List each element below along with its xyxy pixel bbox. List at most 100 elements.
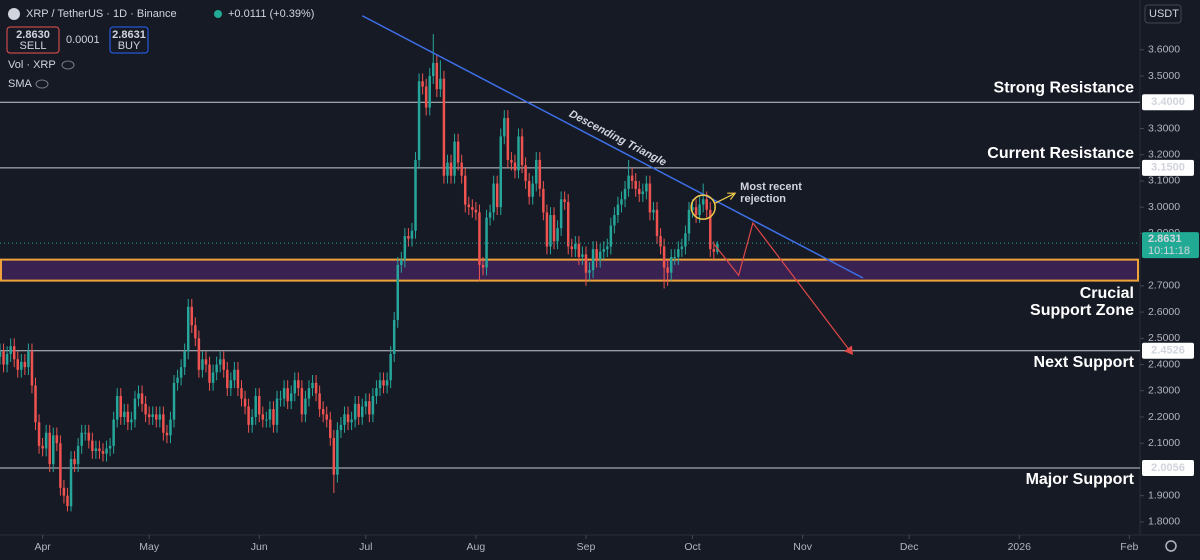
sell-label[interactable]: SELL xyxy=(20,40,47,52)
currency-button[interactable] xyxy=(1144,4,1182,24)
candle-body xyxy=(48,432,51,465)
candle-body xyxy=(400,259,403,265)
settings-icon[interactable] xyxy=(1165,540,1177,552)
candle-body xyxy=(73,458,76,465)
candle-body xyxy=(144,403,147,415)
candle-body xyxy=(371,396,375,415)
candle-body xyxy=(44,432,48,449)
candle-body xyxy=(201,359,204,370)
candle-body xyxy=(446,162,449,176)
candle-body xyxy=(467,204,471,208)
sell-button[interactable] xyxy=(6,26,60,54)
currency-label[interactable]: USDT xyxy=(1149,8,1179,20)
candle-body xyxy=(41,445,44,449)
candle-body xyxy=(229,380,233,389)
candle-body xyxy=(357,403,360,417)
zone-label: Support Zone xyxy=(1030,302,1134,319)
candle-body xyxy=(147,414,151,417)
candle-body xyxy=(250,416,254,425)
x-tick-label: Feb xyxy=(1120,541,1138,553)
candle-body xyxy=(510,159,513,163)
candle-body xyxy=(712,249,716,252)
y-tick-label: 2.4000 xyxy=(1148,358,1180,370)
candle-body xyxy=(513,162,517,171)
candle-body xyxy=(130,419,133,423)
candle-body xyxy=(258,396,261,415)
x-tick-label: May xyxy=(139,541,160,553)
buy-price[interactable]: 2.8631 xyxy=(112,29,146,41)
indicator-volume[interactable]: Vol · XRP xyxy=(8,59,56,71)
candle-body xyxy=(105,448,108,454)
candle-body xyxy=(474,209,478,213)
candle-body xyxy=(549,215,552,247)
y-tick-label: 3.1000 xyxy=(1148,175,1180,187)
visibility-icon[interactable] xyxy=(35,79,49,89)
y-tick-label: 2.3000 xyxy=(1148,385,1180,397)
candle-body xyxy=(158,414,162,420)
sell-price[interactable]: 2.8630 xyxy=(16,29,50,41)
x-tick-label: Aug xyxy=(467,541,486,553)
candle-body xyxy=(694,207,698,216)
candle-body xyxy=(563,199,566,202)
candle-body xyxy=(481,264,485,268)
last-price-label: 2.8631 xyxy=(1148,233,1182,245)
candle-body xyxy=(314,382,318,394)
candle-body xyxy=(247,406,250,425)
candle-body xyxy=(364,401,368,407)
candle-body xyxy=(30,351,34,386)
y-tick-label: 3.2000 xyxy=(1148,149,1180,161)
candle-body xyxy=(183,351,186,368)
buy-button[interactable] xyxy=(109,26,149,54)
symbol-title[interactable]: XRP / TetherUS · 1D · Binance xyxy=(26,8,177,20)
candle-body xyxy=(581,254,584,258)
candle-body xyxy=(12,346,16,360)
countdown-label: 10:11:18 xyxy=(1148,245,1190,257)
candle-body xyxy=(630,175,634,181)
candle-body xyxy=(478,212,481,265)
candle-body xyxy=(190,306,194,326)
x-tick-label: Nov xyxy=(793,541,812,553)
candle-body xyxy=(606,246,609,250)
symbol-icon[interactable] xyxy=(8,8,20,20)
candle-body xyxy=(421,81,424,87)
buy-label[interactable]: BUY xyxy=(118,40,141,52)
candle-body xyxy=(5,354,9,365)
indicator-sma[interactable]: SMA xyxy=(8,78,33,90)
candle-body xyxy=(236,369,240,389)
candle-body xyxy=(559,199,563,229)
y-tick-label: 2.5000 xyxy=(1148,332,1180,344)
candle-body xyxy=(137,393,140,399)
candle-body xyxy=(222,359,225,370)
candle-body xyxy=(495,183,499,208)
candle-body xyxy=(471,207,474,210)
candle-body xyxy=(535,159,538,184)
candle-body xyxy=(76,445,80,465)
annotation-label: rejection xyxy=(740,193,786,205)
candle-body xyxy=(392,319,396,355)
candle-body xyxy=(133,398,137,420)
candle-body xyxy=(52,435,55,465)
candle-body xyxy=(343,414,346,425)
spread: 0.0001 xyxy=(66,34,100,46)
candle-body xyxy=(108,445,112,449)
candle-body xyxy=(566,201,570,247)
candle-body xyxy=(272,409,275,425)
candle-body xyxy=(350,419,353,423)
candle-body xyxy=(368,401,371,415)
x-tick-label: 2026 xyxy=(1008,541,1032,553)
candle-body xyxy=(602,249,605,252)
candle-body xyxy=(325,414,328,420)
level-price-label: 3.4000 xyxy=(1151,96,1185,108)
candle-body xyxy=(304,398,307,415)
visibility-icon[interactable] xyxy=(61,60,75,70)
market-status-dot xyxy=(214,10,222,18)
candle-body xyxy=(165,432,169,436)
candle-body xyxy=(208,364,211,383)
x-tick-label: Jun xyxy=(251,541,268,553)
candle-body xyxy=(23,361,27,368)
candle-body xyxy=(456,141,460,163)
candle-body xyxy=(595,249,598,260)
candle-body xyxy=(378,380,382,389)
candle-body xyxy=(527,180,531,197)
candle-body xyxy=(396,264,399,320)
